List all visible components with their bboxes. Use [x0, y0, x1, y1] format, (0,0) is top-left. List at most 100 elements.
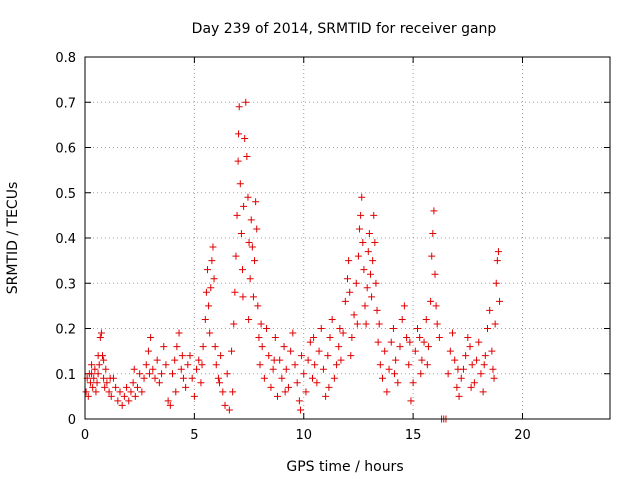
data-point: [241, 134, 249, 142]
data-point: [175, 329, 183, 337]
data-point: [348, 334, 356, 342]
data-point: [228, 347, 236, 355]
data-point: [444, 370, 452, 378]
data-point: [245, 239, 253, 247]
data-point: [270, 356, 278, 364]
data-point: [147, 334, 155, 342]
data-point: [479, 388, 487, 396]
data-point: [289, 329, 297, 337]
y-tick-label: 0.2: [55, 323, 76, 338]
data-point: [198, 361, 206, 369]
data-point: [356, 225, 364, 233]
data-point: [263, 325, 271, 332]
data-point: [352, 279, 360, 287]
data-point: [237, 229, 245, 237]
data-point: [396, 343, 404, 351]
data-point: [94, 352, 102, 360]
data-point: [369, 257, 377, 265]
data-point: [492, 279, 500, 287]
data-point: [435, 334, 443, 342]
data-point: [142, 361, 150, 369]
data-point: [287, 347, 295, 355]
data-point: [330, 374, 338, 382]
data-point: [493, 257, 501, 265]
data-point: [186, 352, 194, 360]
data-point: [172, 388, 180, 396]
data-point: [214, 374, 222, 382]
data-point: [177, 365, 185, 373]
data-point: [211, 343, 219, 351]
data-point: [232, 252, 240, 260]
data-point: [204, 266, 211, 274]
data-point: [190, 392, 198, 400]
data-point: [467, 383, 475, 391]
data-point: [470, 379, 478, 387]
data-point: [431, 270, 439, 278]
data-point: [414, 325, 421, 332]
data-point: [302, 388, 310, 396]
data-point: [366, 270, 374, 278]
data-point: [449, 329, 456, 337]
data-point: [315, 347, 323, 355]
data-point: [201, 315, 209, 323]
data-point: [358, 193, 366, 201]
data-point: [94, 370, 102, 378]
data-point: [269, 365, 277, 373]
data-point: [284, 383, 292, 391]
data-point: [116, 388, 124, 396]
data-point: [281, 388, 289, 396]
data-point: [309, 374, 316, 382]
data-point: [391, 370, 399, 378]
data-point: [253, 225, 261, 233]
data-point: [160, 343, 168, 351]
axis-ticks: 0 0.1 0.2 0.3 0.4 0.5 0.6 0.7 0.8 0 5 10 15 20: [55, 51, 610, 443]
plot-frame: [84, 56, 611, 420]
data-point: [278, 374, 286, 382]
y-tick-label: 0.4: [55, 232, 76, 247]
data-point: [153, 356, 161, 364]
data-point: [324, 352, 332, 360]
data-point: [400, 302, 408, 310]
data-point: [182, 383, 190, 391]
data-point: [267, 383, 275, 391]
data-point: [234, 157, 242, 165]
data-point: [364, 248, 372, 256]
data-point: [127, 388, 135, 396]
data-point: [125, 397, 133, 405]
data-point: [365, 229, 373, 237]
data-point: [375, 320, 383, 328]
data-point: [387, 338, 395, 346]
y-tick-label: 0.3: [55, 277, 76, 292]
data-point: [398, 315, 406, 323]
data-point: [209, 243, 217, 251]
data-point: [129, 379, 137, 387]
grid: [85, 57, 610, 419]
data-point: [374, 338, 382, 346]
data-point: [295, 397, 303, 405]
data-point: [164, 397, 172, 405]
data-point: [475, 338, 483, 346]
data-point: [336, 325, 344, 332]
data-point: [236, 180, 244, 188]
data-point: [484, 325, 491, 332]
data-point: [468, 361, 476, 369]
data-point: [406, 338, 414, 346]
data-point: [480, 361, 488, 369]
data-point: [123, 383, 131, 391]
data-point: [416, 334, 424, 342]
data-point: [219, 388, 227, 396]
data-point: [173, 343, 181, 351]
data-point: [325, 383, 333, 391]
data-point: [96, 334, 104, 342]
data-point: [372, 279, 380, 287]
data-point: [357, 211, 365, 219]
data-point: [243, 153, 251, 161]
data-point: [350, 311, 358, 319]
data-point: [420, 338, 428, 346]
y-tick-label: 0.7: [55, 96, 76, 111]
data-point: [280, 343, 288, 351]
data-point: [136, 370, 144, 378]
data-point: [178, 352, 186, 360]
data-point: [344, 275, 351, 283]
